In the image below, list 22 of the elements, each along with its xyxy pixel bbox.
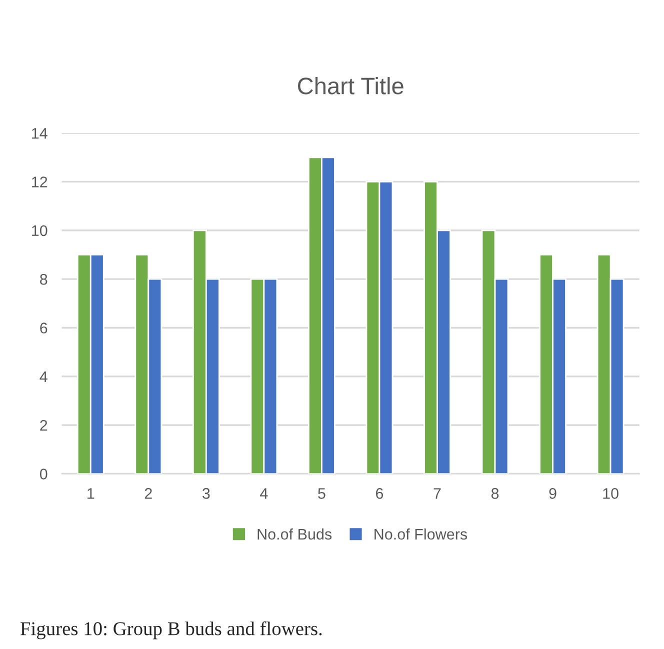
y-tick-label: 8: [40, 274, 48, 285]
y-tick-label: 2: [40, 420, 48, 431]
x-tick-label: 4: [260, 488, 268, 499]
x-tick-label: 7: [434, 488, 441, 499]
x-tick-label: 10: [603, 488, 618, 499]
y-tick-label: 10: [32, 225, 48, 236]
x-tick-label: 8: [491, 488, 499, 499]
legend-label: No.of Buds: [258, 528, 332, 540]
y-tick-label: 4: [40, 371, 48, 382]
x-tick-label: 5: [318, 488, 326, 499]
chart-title: Chart Title: [298, 77, 404, 94]
x-tick-label: 1: [88, 488, 94, 499]
legend-label: No.of Flowers: [374, 528, 468, 540]
y-tick-label: 14: [32, 128, 48, 139]
x-tick-label: 3: [202, 488, 210, 499]
x-tick-label: 2: [144, 488, 152, 499]
y-tick-label: 12: [32, 176, 48, 188]
y-tick-label: 0: [40, 468, 48, 480]
x-tick-label: 9: [549, 488, 556, 499]
y-tick-label: 6: [40, 322, 48, 334]
x-tick-label: 6: [376, 488, 384, 499]
text: Figures 10: Group B buds and flowers.: [20, 621, 322, 640]
